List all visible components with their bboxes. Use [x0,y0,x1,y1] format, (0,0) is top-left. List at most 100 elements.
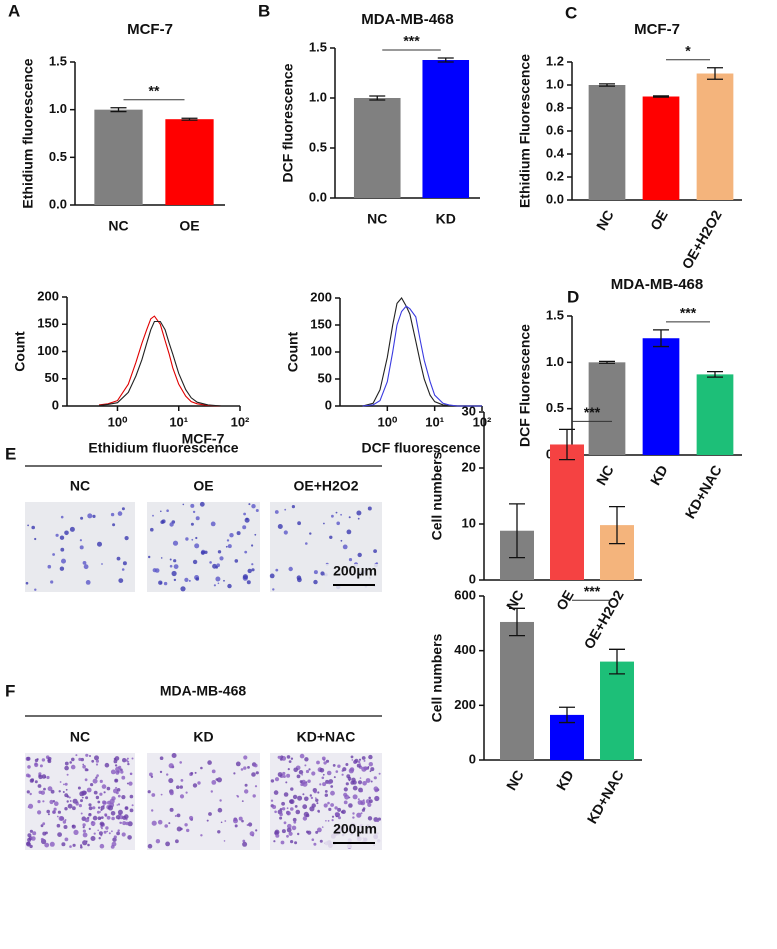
cell-dot [46,809,50,814]
cell-dot [362,807,366,810]
cell-dot [244,789,249,794]
cell-dot [299,753,305,759]
cell-dot [172,755,175,758]
y-tick-label: 1.0 [546,354,564,369]
cell-dot [209,561,212,564]
y-tick-label: 400 [454,642,476,657]
cell-dot [277,755,281,759]
cell-dot [255,509,259,512]
cell-dot [179,785,183,789]
cell-dot [319,768,325,773]
cell-dot [117,829,120,832]
cell-dot [274,510,279,514]
cell-dot [173,578,177,582]
cell-dot [36,758,39,761]
cell-dot [195,536,198,540]
cell-dot [49,841,55,847]
y-tick-label: 0.5 [49,149,67,164]
cell-dot [308,768,311,771]
cell-dot [200,550,205,555]
cell-dot [279,808,283,811]
cell-dot [180,779,184,782]
cell-dot [106,815,111,820]
cell-dot [373,776,377,780]
cell-dot [92,824,94,827]
cell-dot [316,802,319,805]
cell-dot [369,770,372,773]
significance-label: * [685,42,691,58]
cell-dot [149,772,153,777]
cell-dot [52,553,55,556]
cell-dot [302,793,305,796]
cell-dot [363,766,368,771]
cell-dot [171,570,177,577]
cell-dot [103,791,106,794]
cell-dot [114,756,120,761]
cell-dot [125,759,128,762]
cell-dot [106,786,111,791]
cell-dot [129,794,134,799]
cell-dot [69,761,72,764]
cell-dot [173,559,177,563]
cell-dot [211,780,217,785]
cell-dot [43,787,46,791]
cell-dot [121,795,126,800]
cell-dot [293,820,297,824]
cell-dot [108,832,111,835]
cell-dot [336,521,341,526]
cell-dot [26,756,31,761]
cell-dot [124,536,129,541]
cell-dot [294,841,298,845]
y-tick-label: 0.4 [546,145,565,160]
cell-dot [34,588,37,591]
cell-dot [97,829,99,832]
cell-dot [330,790,335,796]
cell-dot [297,795,303,801]
cell-dot [323,803,328,808]
cell-dot [215,576,221,582]
cell-dot [378,772,381,775]
cell-dot [296,774,301,779]
cell-dot [361,801,364,805]
cell-dot [27,524,29,527]
cell-dot [368,796,372,800]
cell-dot [54,801,59,806]
cell-dot [151,809,154,812]
error-bar [559,706,575,724]
cell-dot [361,756,366,760]
cell-dot [60,515,64,519]
x-tick-label: NC [503,767,527,793]
chart-title: MDA-MB-468 [611,276,704,293]
cell-dot [370,780,373,783]
cell-dot [194,543,200,549]
cell-dot [41,758,46,762]
cell-dot [68,796,71,799]
cell-dot [95,759,99,763]
cell-dot [116,556,121,561]
cell-dot [110,512,115,517]
cell-dot [159,756,164,760]
cell-dot [147,843,153,849]
cell-dot [67,803,73,809]
cell-dot [295,809,301,815]
cell-dot [49,799,54,805]
cell-dot [115,786,118,789]
cell-dot [307,779,311,783]
cell-dot [101,563,103,565]
error-bar [653,329,669,348]
y-tick-label: 0.0 [546,191,564,206]
cell-dot [304,796,309,802]
cell-dot [281,801,285,806]
error-bar [110,107,127,113]
cell-dot [47,564,52,569]
cell-dot [350,780,355,785]
cell-dot [225,545,228,548]
x-tick-label: KD+NAC [682,462,725,521]
cell-dot [357,552,362,558]
cell-dot [315,797,317,799]
cell-dot [305,813,310,818]
cell-dot [251,504,256,509]
cell-dot [241,800,244,802]
image-label: OE+H2O2 [294,478,359,494]
cell-dot [321,776,325,780]
